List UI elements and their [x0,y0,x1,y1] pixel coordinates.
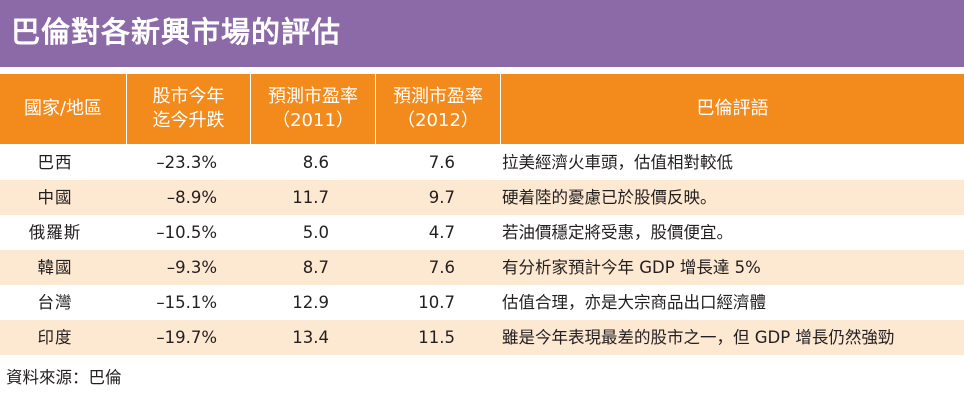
header-pe-2012-line2: （2012） [397,110,479,131]
cell-change: –15.1% [156,293,217,312]
table-row: 韓國 –9.3% 8.7 7.6 有分析家預計今年 GDP 增長達 5% [0,250,964,285]
cell-change: –9.3% [166,258,217,277]
cell-country: 中國 [37,188,73,207]
cell-comment: 拉美經濟火車頭，估值相對較低 [502,153,733,172]
source-note: 資料來源：巴倫 [6,368,122,387]
cell-comment: 有分析家預計今年 GDP 增長達 5% [502,258,761,277]
cell-comment: 硬着陸的憂慮已於股價反映。 [502,188,717,207]
cell-country: 台灣 [37,293,73,312]
cell-pe-2012: 11.5 [418,328,455,347]
cell-country: 巴西 [37,153,73,172]
cell-comment: 雖是今年表現最差的股市之一，但 GDP 增長仍然強勁 [502,328,895,347]
table-row: 中國 –8.9% 11.7 9.7 硬着陸的憂慮已於股價反映。 [0,180,964,215]
header-pe-2012-line1: 預測市盈率 [393,86,483,107]
cell-pe-2012: 10.7 [418,293,455,312]
table-row: 台灣 –15.1% 12.9 10.7 估值合理，亦是大宗商品出口經濟體 [0,285,964,320]
cell-pe-2011: 13.4 [292,328,329,347]
header-pe-2011-line2: （2011） [272,110,354,131]
header-country: 國家/地區 [0,74,126,144]
header-change-line1: 股市今年 [152,86,225,107]
cell-pe-2011: 11.7 [292,188,329,207]
table-row: 俄羅斯 –10.5% 5.0 4.7 若油價穩定將受惠，股價便宜。 [0,215,964,250]
header-pe-2011-line1: 預測市盈率 [268,86,358,107]
header-pe-2012: 預測市盈率 （2012） [375,74,500,144]
cell-pe-2011: 12.9 [292,293,329,312]
header-pe-2011: 預測市盈率 （2011） [250,74,375,144]
table-header-row: 國家/地區 股市今年 迄今升跌 預測市盈率 （2011） 預測市盈率 （2012… [0,74,964,144]
header-change-line2: 迄今升跌 [152,110,225,131]
header-change: 股市今年 迄今升跌 [126,74,250,144]
cell-pe-2012: 9.7 [428,188,455,207]
cell-change: –19.7% [156,328,217,347]
cell-pe-2012: 4.7 [428,223,455,242]
cell-country: 俄羅斯 [28,223,82,242]
title-bar: 巴倫對各新興市場的評估 [0,0,964,67]
cell-pe-2011: 8.6 [302,153,329,172]
header-comment-label: 巴倫評語 [696,98,769,119]
cell-pe-2011: 8.7 [302,258,329,277]
cell-pe-2012: 7.6 [428,258,455,277]
table-row: 印度 –19.7% 13.4 11.5 雖是今年表現最差的股市之一，但 GDP … [0,320,964,355]
cell-change: –23.3% [156,153,217,172]
table-title: 巴倫對各新興市場的評估 [11,15,342,49]
cell-comment: 估值合理，亦是大宗商品出口經濟體 [502,293,766,312]
cell-pe-2011: 5.0 [302,223,329,242]
header-comment: 巴倫評語 [500,74,964,144]
cell-pe-2012: 7.6 [428,153,455,172]
cell-change: –10.5% [156,223,217,242]
cell-country: 印度 [37,328,73,347]
cell-change: –8.9% [166,188,217,207]
table-row: 巴西 –23.3% 8.6 7.6 拉美經濟火車頭，估值相對較低 [0,145,964,180]
header-country-label: 國家/地區 [23,98,103,119]
cell-country: 韓國 [37,258,73,277]
cell-comment: 若油價穩定將受惠，股價便宜。 [502,223,733,242]
